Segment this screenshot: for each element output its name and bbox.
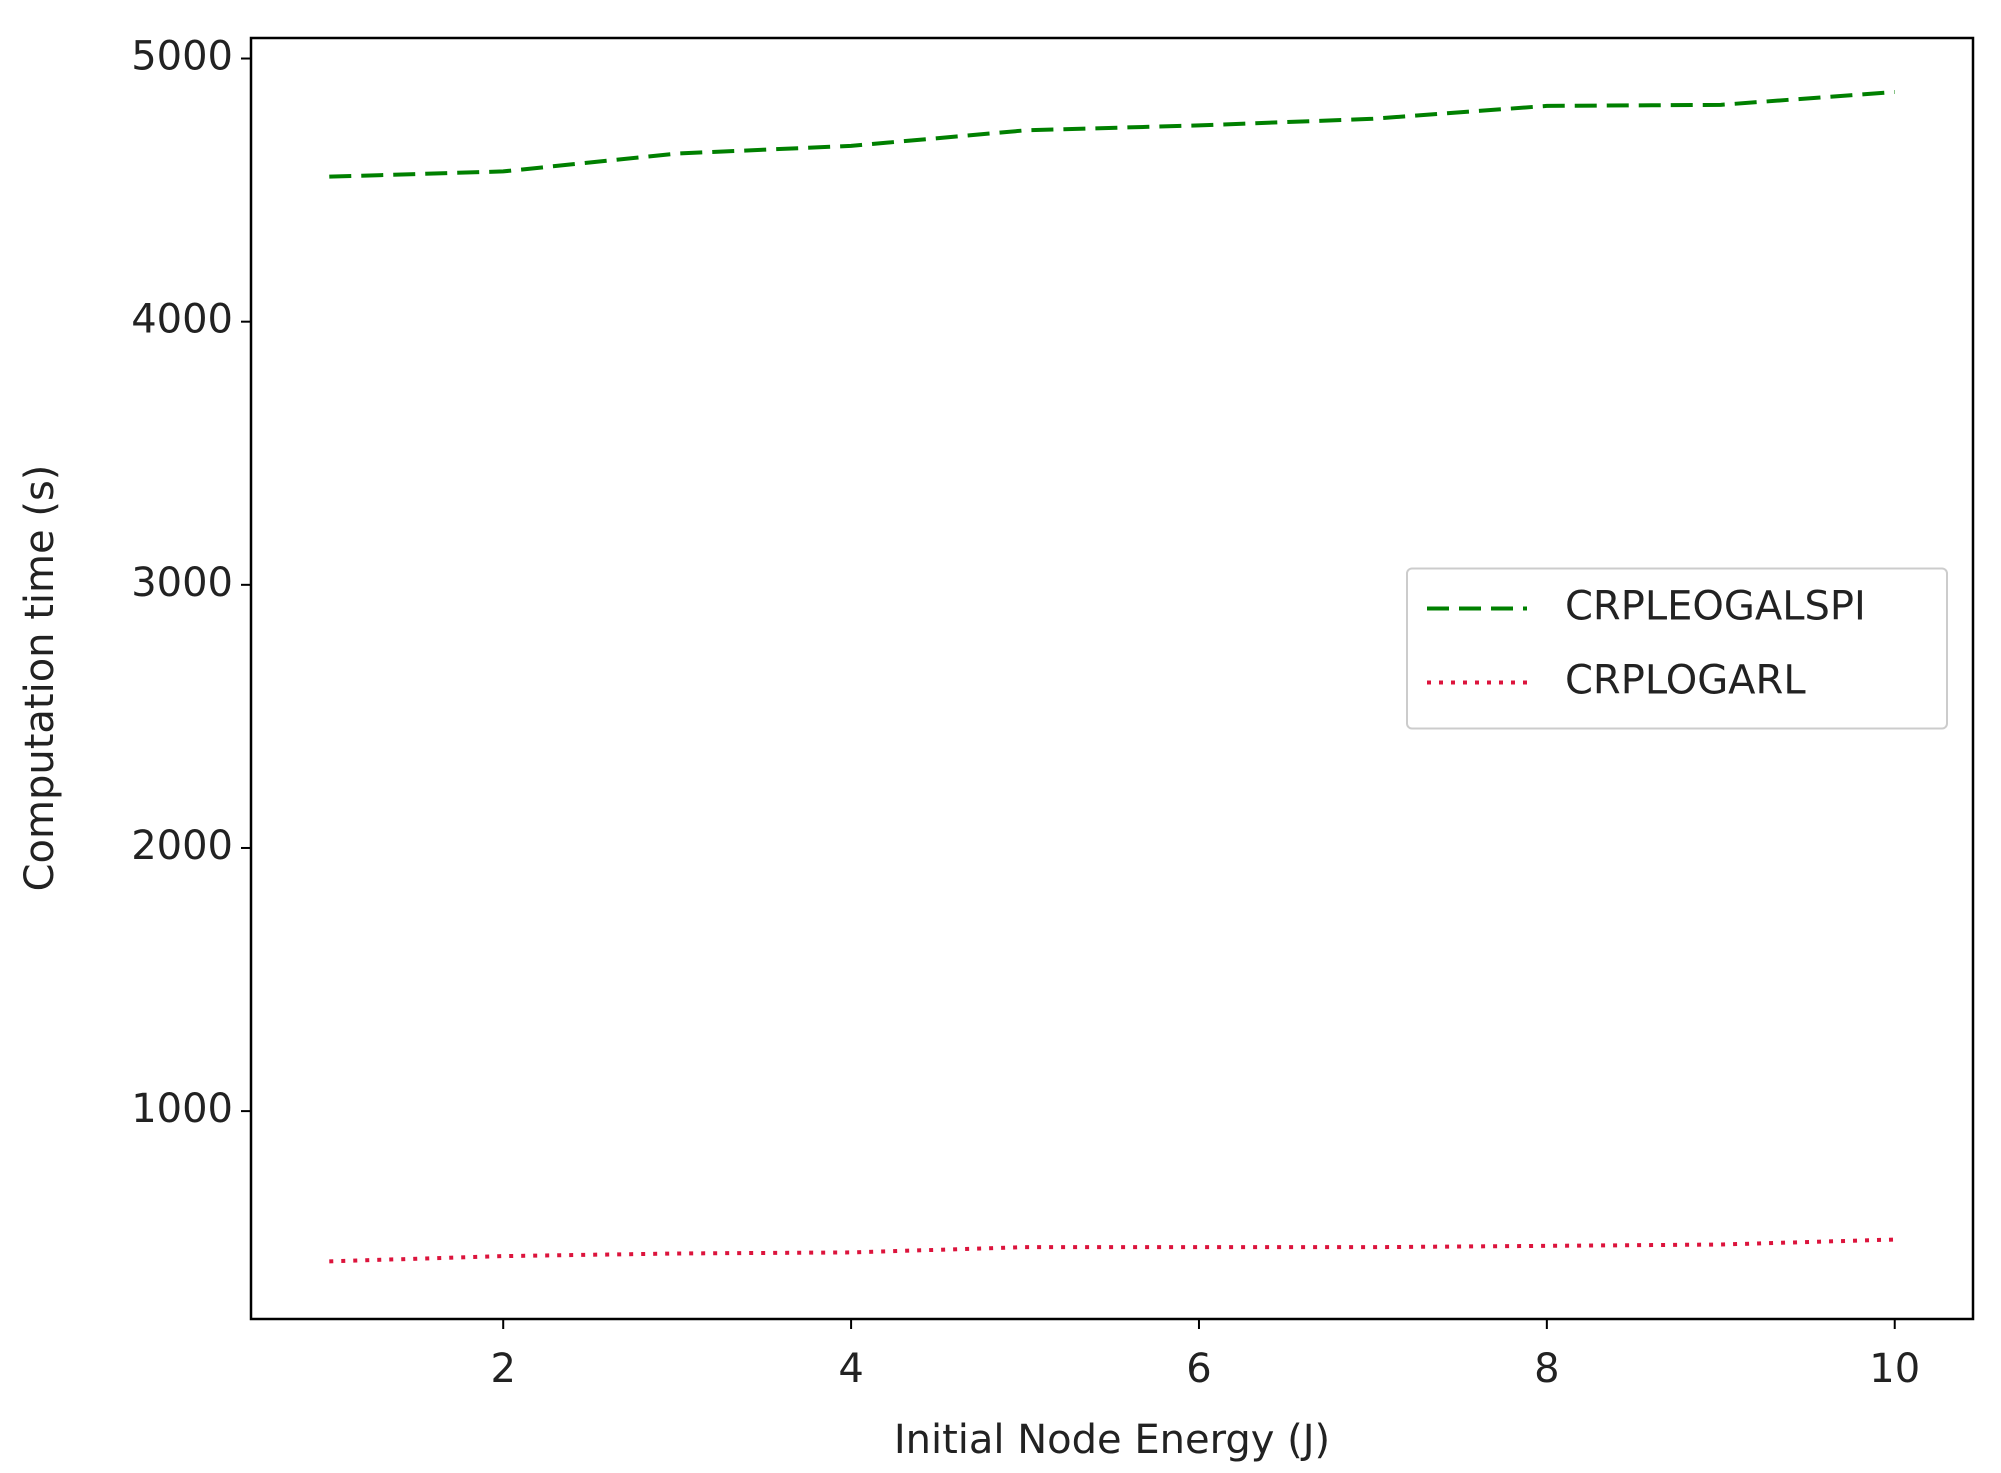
x-tick-label: 6 (1186, 1346, 1211, 1392)
legend-box (1406, 567, 1948, 730)
y-tick-label: 5000 (131, 34, 233, 80)
series-line (329, 89, 1895, 179)
legend-label: CRPLEOGALSPI (1565, 584, 1866, 630)
y-tick-label: 4000 (131, 297, 233, 343)
y-tick-label: 3000 (131, 560, 233, 606)
x-tick-label: 10 (1869, 1346, 1920, 1392)
x-axis-label: Initial Node Energy (J) (894, 1417, 1330, 1463)
plot-frame (249, 36, 1975, 1321)
series-line (329, 1237, 1895, 1264)
y-tick-label: 1000 (131, 1086, 233, 1132)
y-axis-label: Computation time (s) (17, 465, 63, 892)
x-tick-label: 2 (490, 1346, 515, 1392)
x-tick-label: 4 (838, 1346, 863, 1392)
x-tick-label: 8 (1534, 1346, 1559, 1392)
legend-label: CRPLOGARL (1565, 658, 1806, 704)
y-tick-label: 2000 (131, 823, 233, 869)
